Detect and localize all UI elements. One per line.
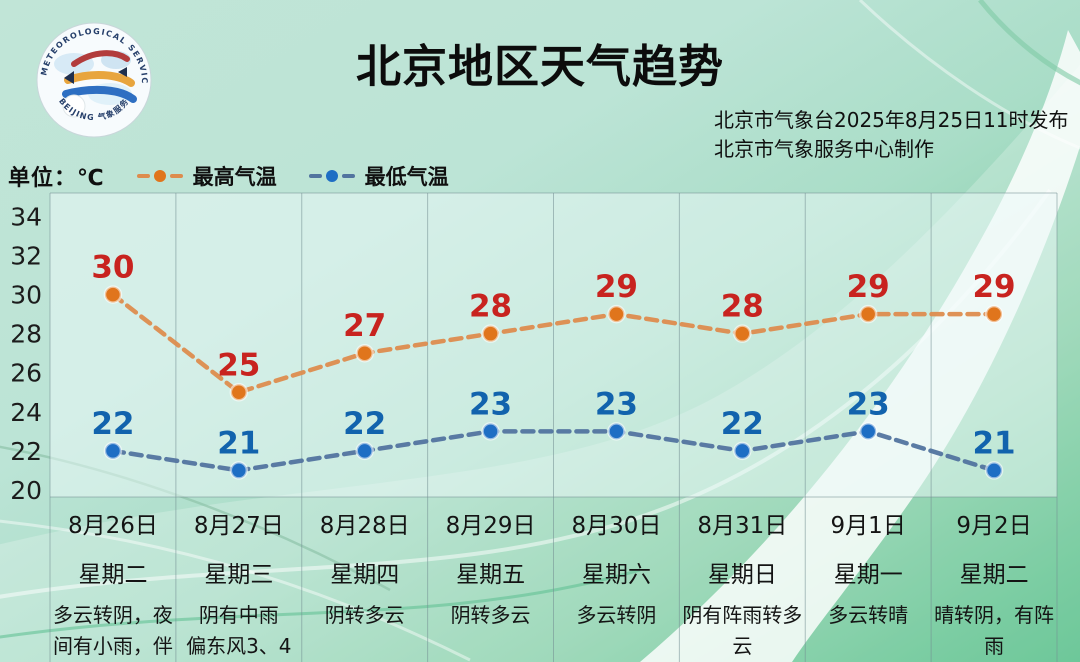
day-weather-text: 晴转阴，有阵雨 <box>934 603 1055 658</box>
day-column: 8月30日星期六多云转阴 <box>554 497 680 662</box>
day-weather-text: 多云转阴，夜间有小雨，伴有弱雷电 <box>52 603 173 658</box>
day-weekday: 星期一 <box>833 562 903 588</box>
release-line1: 北京市气象台2025年8月25日11时发布 <box>714 108 1069 132</box>
logo-red-swoosh <box>71 50 130 67</box>
day-weather-text: 阴有中雨 偏东风3、4级 <box>186 603 292 658</box>
day-column: 8月31日星期日阴有阵雨转多云 <box>679 497 805 662</box>
day-weekday: 星期四 <box>330 562 400 588</box>
low-temp-legend-marker <box>308 170 355 182</box>
day-weekday: 星期五 <box>456 562 526 588</box>
weather-service-logo: METEOROLOGICAL SERVICE BEIJING 气象服务 <box>31 13 154 140</box>
day-date: 8月28日 <box>319 513 410 539</box>
day-weather-text: 阴转多云 <box>324 603 405 627</box>
day-weather-text: 多云转晴 <box>828 603 909 627</box>
logo-blue-swoosh <box>62 85 137 103</box>
day-weather-text: 多云转阴 <box>576 603 657 627</box>
day-column: 8月28日星期四阴转多云 <box>302 497 428 662</box>
logo-orange-swoosh <box>64 70 135 87</box>
day-weekday: 星期三 <box>204 562 274 588</box>
day-date: 9月1日 <box>830 513 906 539</box>
legend-label-high: 最高气温 <box>192 165 277 189</box>
plot-area <box>50 193 1057 497</box>
day-weather-text: 阴有阵雨转多云 <box>682 603 803 658</box>
day-date: 8月30日 <box>571 513 662 539</box>
logo-white-ball <box>62 94 86 118</box>
release-line2: 北京市气象服务中心制作 <box>714 137 934 161</box>
day-date: 8月31日 <box>697 513 788 539</box>
day-weekday: 星期二 <box>959 562 1029 588</box>
day-date: 8月26日 <box>67 513 158 539</box>
unit-label: 单位：℃ <box>8 166 105 191</box>
day-weather-text: 阴转多云 <box>450 603 531 627</box>
day-date: 9月2日 <box>956 513 1032 539</box>
day-weekday: 星期六 <box>581 562 651 588</box>
day-weekday: 星期日 <box>707 562 777 588</box>
day-column: 9月1日星期一多云转晴 <box>805 497 931 662</box>
legend-label-low: 最低气温 <box>364 165 449 189</box>
day-date: 8月27日 <box>193 513 284 539</box>
day-weekday: 星期二 <box>78 562 148 588</box>
high-temp-legend-marker <box>136 170 183 182</box>
day-column: 9月2日星期二晴转阴，有阵雨 <box>931 497 1057 662</box>
day-date: 8月29日 <box>445 513 536 539</box>
legend: 单位：℃ 最高气温 最低气温 <box>8 160 449 192</box>
legend-item-high: 最高气温 <box>136 161 277 191</box>
day-column: 8月29日星期五阴转多云 <box>428 497 554 662</box>
legend-item-low: 最低气温 <box>308 161 449 191</box>
page-title: 北京地区天气趋势 <box>355 40 724 93</box>
release-info: 北京市气象台2025年8月25日11时发布 北京市气象服务中心制作 <box>714 106 1069 164</box>
